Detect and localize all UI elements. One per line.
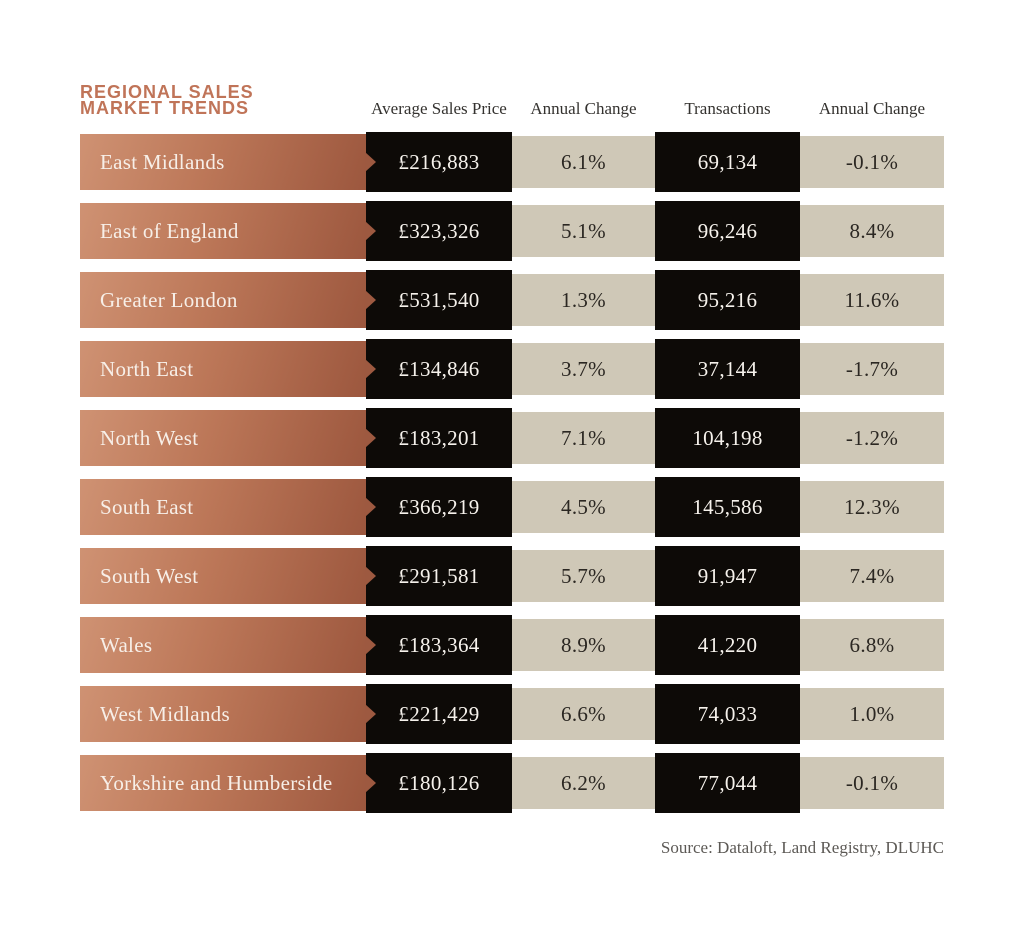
column-headers: REGIONAL SALES MARKET TRENDS Average Sal… — [80, 80, 944, 132]
arrow-right-icon — [365, 428, 376, 448]
region-cell: Wales — [80, 617, 376, 673]
region-cell: East of England — [80, 203, 376, 259]
table-row: Wales £183,364 8.9% 41,220 6.8% — [80, 615, 944, 675]
region-cell: Yorkshire and Humberside — [80, 755, 376, 811]
region-label: Wales — [100, 632, 153, 657]
region-label: East Midlands — [100, 149, 225, 174]
price-change-cell: 8.9% — [512, 619, 655, 671]
avg-price-cell: £221,429 — [366, 684, 512, 744]
transactions-change-cell: 8.4% — [800, 205, 944, 257]
transactions-change-cell: -0.1% — [800, 757, 944, 809]
table-row: Greater London £531,540 1.3% 95,216 11.6… — [80, 270, 944, 330]
price-change-cell: 7.1% — [512, 412, 655, 464]
region-label: South East — [100, 494, 194, 519]
region-label: South West — [100, 563, 199, 588]
avg-price-cell: £183,364 — [366, 615, 512, 675]
table-row: South East £366,219 4.5% 145,586 12.3% — [80, 477, 944, 537]
region-cell: Greater London — [80, 272, 376, 328]
table-row: West Midlands £221,429 6.6% 74,033 1.0% — [80, 684, 944, 744]
region-cell: South West — [80, 548, 376, 604]
header-annual-change-price: Annual Change — [530, 99, 637, 118]
arrow-right-icon — [365, 773, 376, 793]
page-title: REGIONAL SALES MARKET TRENDS — [80, 80, 366, 132]
page-title-line1: REGIONAL SALES — [80, 82, 254, 102]
price-change-cell: 6.2% — [512, 757, 655, 809]
avg-price-cell: £323,326 — [366, 201, 512, 261]
transactions-cell: 77,044 — [655, 753, 800, 813]
page-title-line2: MARKET TRENDS — [80, 98, 249, 118]
transactions-change-cell: 11.6% — [800, 274, 944, 326]
region-label: West Midlands — [100, 701, 230, 726]
arrow-right-icon — [365, 290, 376, 310]
transactions-change-cell: 1.0% — [800, 688, 944, 740]
avg-price-cell: £134,846 — [366, 339, 512, 399]
transactions-change-cell: 12.3% — [800, 481, 944, 533]
table-row: Yorkshire and Humberside £180,126 6.2% 7… — [80, 753, 944, 813]
header-transactions: Transactions — [684, 99, 771, 118]
source-attribution: Source: Dataloft, Land Registry, DLUHC — [660, 838, 944, 857]
price-change-cell: 6.6% — [512, 688, 655, 740]
header-annual-change-transactions: Annual Change — [818, 99, 926, 118]
arrow-right-icon — [365, 152, 376, 172]
transactions-cell: 91,947 — [655, 546, 800, 606]
arrow-right-icon — [365, 635, 376, 655]
region-cell: North East — [80, 341, 376, 397]
price-change-cell: 5.7% — [512, 550, 655, 602]
price-change-cell: 4.5% — [512, 481, 655, 533]
transactions-change-cell: -1.7% — [800, 343, 944, 395]
table-row: North East £134,846 3.7% 37,144 -1.7% — [80, 339, 944, 399]
transactions-cell: 95,216 — [655, 270, 800, 330]
arrow-right-icon — [365, 566, 376, 586]
price-change-cell: 6.1% — [512, 136, 655, 188]
region-cell: South East — [80, 479, 376, 535]
price-change-cell: 5.1% — [512, 205, 655, 257]
region-label: Greater London — [100, 287, 238, 312]
table-row: South West £291,581 5.7% 91,947 7.4% — [80, 546, 944, 606]
avg-price-cell: £291,581 — [366, 546, 512, 606]
transactions-change-cell: 7.4% — [800, 550, 944, 602]
region-label: North East — [100, 356, 194, 381]
region-cell: West Midlands — [80, 686, 376, 742]
avg-price-cell: £366,219 — [366, 477, 512, 537]
transactions-cell: 145,586 — [655, 477, 800, 537]
region-label: East of England — [100, 218, 239, 243]
region-cell: North West — [80, 410, 376, 466]
transactions-change-cell: -0.1% — [800, 136, 944, 188]
transactions-change-cell: 6.8% — [800, 619, 944, 671]
region-label: Yorkshire and Humberside — [100, 770, 333, 795]
avg-price-cell: £216,883 — [366, 132, 512, 192]
arrow-right-icon — [365, 221, 376, 241]
table-row: East Midlands £216,883 6.1% 69,134 -0.1% — [80, 132, 944, 192]
table-row: North West £183,201 7.1% 104,198 -1.2% — [80, 408, 944, 468]
price-change-cell: 1.3% — [512, 274, 655, 326]
region-cell: East Midlands — [80, 134, 376, 190]
arrow-right-icon — [365, 497, 376, 517]
transactions-change-cell: -1.2% — [800, 412, 944, 464]
avg-price-cell: £180,126 — [366, 753, 512, 813]
price-change-cell: 3.7% — [512, 343, 655, 395]
transactions-cell: 37,144 — [655, 339, 800, 399]
transactions-cell: 41,220 — [655, 615, 800, 675]
header-average-sales-price: Average Sales Price — [371, 99, 507, 118]
arrow-right-icon — [365, 704, 376, 724]
transactions-cell: 104,198 — [655, 408, 800, 468]
region-label: North West — [100, 425, 199, 450]
avg-price-cell: £183,201 — [366, 408, 512, 468]
transactions-cell: 74,033 — [655, 684, 800, 744]
arrow-right-icon — [365, 359, 376, 379]
transactions-cell: 96,246 — [655, 201, 800, 261]
transactions-cell: 69,134 — [655, 132, 800, 192]
regional-sales-table: REGIONAL SALES MARKET TRENDS Average Sal… — [80, 80, 944, 858]
table-row: East of England £323,326 5.1% 96,246 8.4… — [80, 201, 944, 261]
avg-price-cell: £531,540 — [366, 270, 512, 330]
